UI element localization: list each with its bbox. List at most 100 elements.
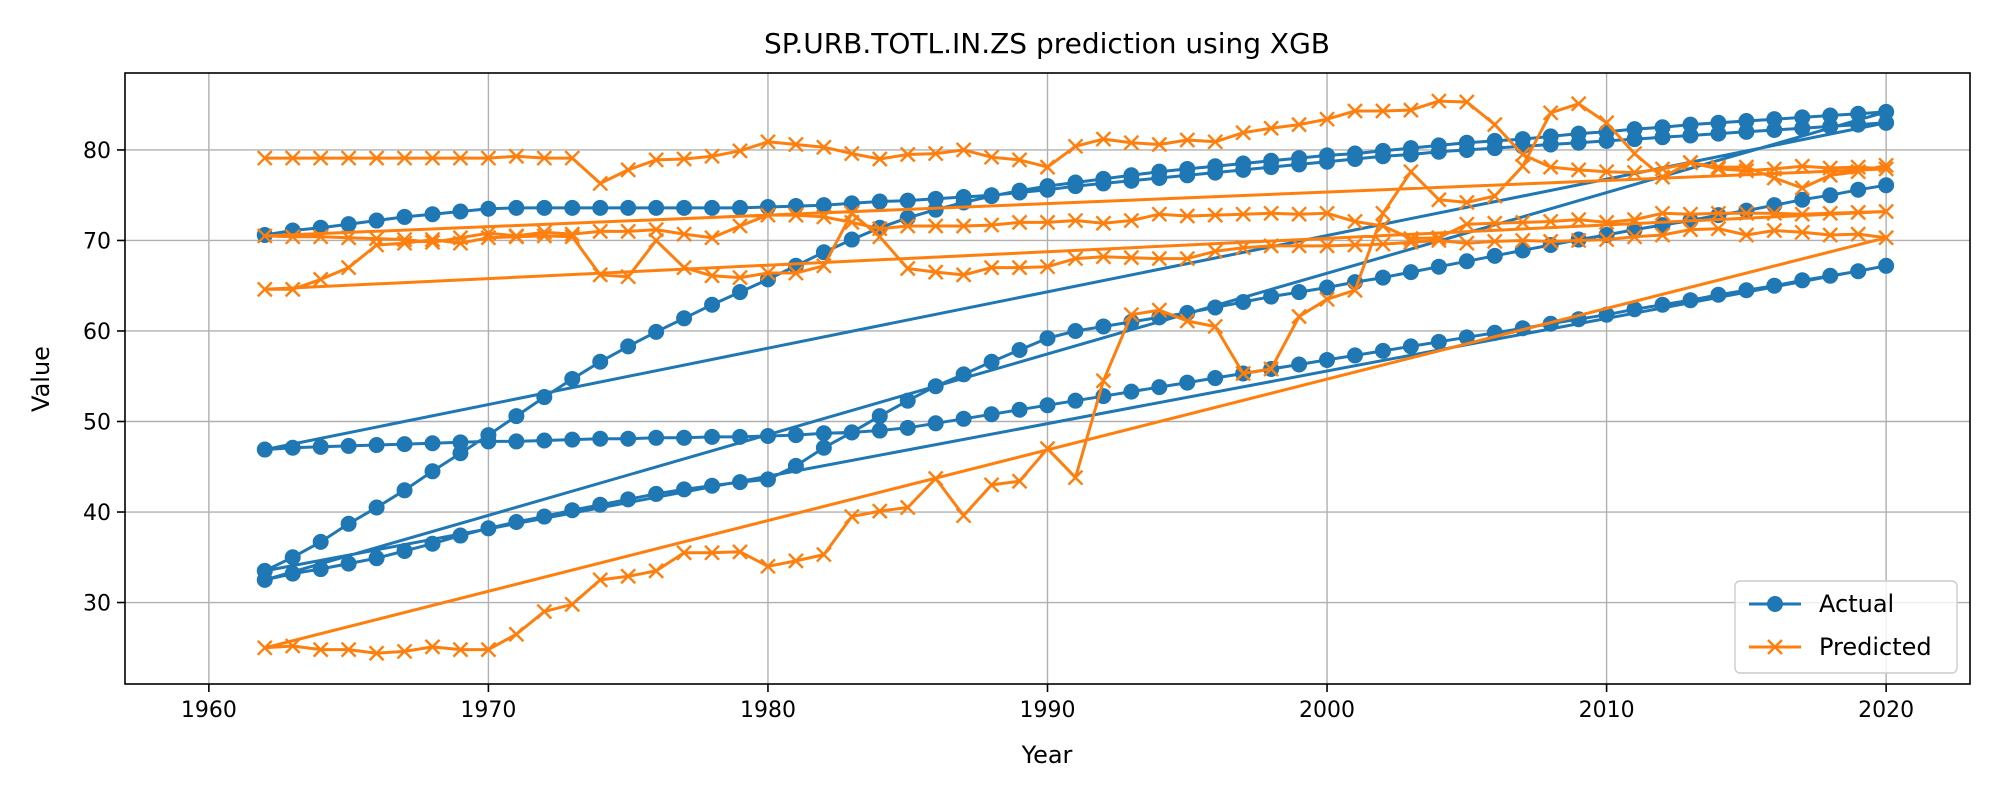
actual-point — [1291, 356, 1308, 373]
predicted-point — [871, 151, 888, 167]
predicted-point — [1710, 159, 1727, 175]
predicted-point — [1235, 239, 1252, 256]
predicted-point — [1878, 229, 1894, 246]
predicted-point — [396, 150, 413, 166]
actual-point — [564, 502, 581, 519]
actual-point — [284, 565, 301, 582]
predicted-point — [1738, 159, 1755, 175]
actual-point — [1263, 152, 1280, 169]
predicted-point — [1151, 136, 1168, 153]
actual-point — [592, 353, 609, 370]
actual-legend-label: Actual — [1819, 590, 1894, 618]
actual-point — [1822, 107, 1839, 124]
predicted-point — [1067, 138, 1084, 155]
predicted-point — [284, 281, 301, 298]
predicted-point — [1794, 224, 1811, 241]
actual-point — [983, 353, 1000, 370]
predicted-point — [536, 150, 553, 166]
x-tick-label: 1990 — [1020, 698, 1076, 723]
predicted-point — [368, 230, 385, 247]
actual-point — [508, 433, 525, 450]
predicted-point — [1375, 218, 1391, 234]
predicted-point — [1095, 131, 1112, 147]
predicted-point — [1766, 205, 1783, 222]
predicted-point — [899, 146, 916, 163]
predicted-point — [536, 603, 553, 620]
actual-point — [1794, 109, 1811, 126]
actual-point — [1039, 178, 1056, 195]
predicted-point — [592, 267, 609, 283]
actual-point — [732, 428, 748, 445]
predicted-point — [676, 226, 692, 242]
predicted-legend-marker — [1767, 639, 1783, 655]
predicted-point — [1179, 132, 1196, 148]
predicted-point — [396, 643, 413, 660]
predicted-point — [1067, 469, 1084, 486]
actual-point — [1430, 258, 1447, 275]
predicted-point — [1570, 95, 1587, 112]
predicted-point — [1123, 306, 1140, 323]
actual-point — [1095, 318, 1112, 335]
predicted-point — [1542, 159, 1559, 175]
predicted-point — [955, 218, 972, 234]
predicted-point — [1626, 228, 1643, 245]
y-tick-label: 80 — [83, 139, 111, 164]
actual-point — [1291, 150, 1308, 167]
actual-point — [871, 193, 888, 210]
predicted-point — [1011, 259, 1028, 276]
predicted-point — [955, 267, 972, 283]
predicted-point — [1822, 205, 1839, 222]
predicted-point — [1682, 206, 1699, 223]
predicted-point — [508, 626, 525, 643]
predicted-point — [899, 218, 916, 234]
predicted-point — [648, 563, 664, 579]
predicted-point — [1682, 221, 1699, 238]
actual-point — [648, 323, 665, 340]
predicted-point — [1850, 163, 1867, 180]
predicted-point — [704, 148, 720, 165]
actual-point — [871, 422, 888, 439]
actual-point — [1207, 370, 1224, 387]
predicted-point — [704, 229, 720, 246]
actual-point — [368, 437, 385, 454]
predicted-point — [564, 228, 581, 245]
predicted-point — [1458, 194, 1475, 211]
predicted-point — [1123, 134, 1140, 151]
predicted-point — [1431, 232, 1447, 249]
predicted-point — [1878, 157, 1894, 174]
predicted-point — [564, 596, 581, 613]
predicted-point — [312, 228, 329, 245]
actual-point — [256, 571, 273, 588]
actual-point — [536, 508, 553, 525]
actual-point — [396, 208, 413, 225]
x-tick-label: 2010 — [1579, 698, 1635, 723]
predicted-point — [480, 641, 497, 658]
actual-point — [1850, 263, 1867, 280]
predicted-point — [620, 162, 637, 178]
predicted-point — [1738, 205, 1755, 222]
predicted-point — [1738, 162, 1755, 179]
predicted-point — [732, 543, 748, 560]
actual-point — [1542, 128, 1559, 145]
predicted-point — [788, 207, 804, 223]
predicted-point — [1207, 318, 1224, 335]
actual-point — [676, 310, 693, 327]
actual-point — [1067, 174, 1084, 191]
actual-point — [732, 284, 748, 301]
predicted-point — [1570, 162, 1587, 178]
predicted-point — [1347, 103, 1363, 119]
y-tick-label: 30 — [83, 592, 111, 617]
predicted-point — [340, 229, 357, 246]
actual-point — [1374, 269, 1391, 286]
predicted-point — [1011, 214, 1028, 231]
actual-point — [815, 425, 832, 442]
actual-point — [1179, 374, 1196, 391]
predicted-point — [1263, 120, 1279, 137]
x-tick-label: 2020 — [1858, 698, 1914, 723]
predicted-point — [1207, 133, 1224, 150]
predicted-point — [368, 237, 385, 253]
actual-point — [1123, 167, 1140, 184]
actual-point — [340, 437, 357, 454]
actual-point — [1654, 119, 1671, 136]
actual-point — [1570, 125, 1587, 142]
